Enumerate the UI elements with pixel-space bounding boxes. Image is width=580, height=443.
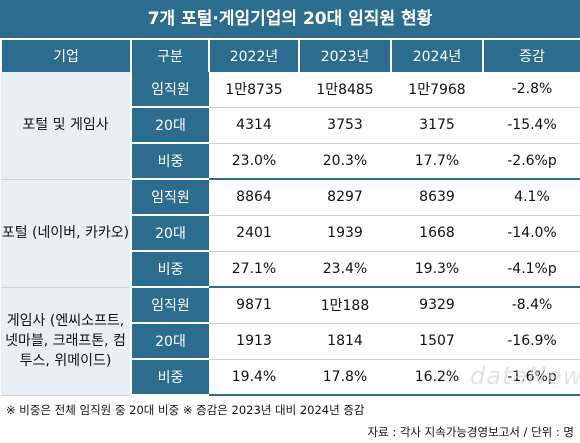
- category-cell: 20대: [131, 107, 209, 144]
- value-2023: 23.4%: [299, 251, 391, 288]
- value-2024: 19.3%: [391, 251, 483, 288]
- value-2022: 1913: [209, 323, 299, 360]
- value-2022: 9871: [209, 287, 299, 324]
- change-cell: -14.0%: [483, 215, 580, 252]
- table-row: 20대 1913 1814 1507 -16.9%: [1, 323, 580, 360]
- header-company: 기업: [0, 40, 132, 72]
- value-2022: 19.4%: [209, 359, 299, 396]
- change-cell: -8.4%: [483, 287, 580, 324]
- company-cell: 포털 및 게임사: [1, 72, 132, 180]
- value-2023: 8297: [299, 179, 391, 216]
- footnote: ※ 비중은 전체 임직원 중 20대 비중 ※ 증감은 2023년 대비 202…: [6, 403, 365, 417]
- watermark-logo: dataNews: [470, 362, 580, 390]
- table-row: 비중 19.4% 17.8% 16.2% -1.6%p: [1, 359, 580, 396]
- value-2022: 2401: [209, 215, 299, 252]
- value-2024: 9329: [391, 287, 483, 324]
- value-2024: 8639: [391, 179, 483, 216]
- change-cell: 4.1%: [483, 179, 580, 216]
- table-row: 20대 4314 3753 3175 -15.4%: [1, 107, 580, 144]
- value-2023: 1만188: [299, 287, 391, 324]
- category-cell: 비중: [131, 251, 209, 288]
- header-category: 구분: [130, 40, 210, 72]
- table-row: 20대 2401 1939 1668 -14.0%: [1, 215, 580, 252]
- value-2023: 1939: [299, 215, 391, 252]
- company-cell: 포털 (네이버, 카카오): [1, 179, 132, 288]
- category-cell: 임직원: [131, 72, 209, 108]
- value-2023: 20.3%: [299, 143, 391, 180]
- value-2022: 1만8735: [209, 72, 299, 108]
- category-cell: 임직원: [131, 287, 209, 324]
- value-2024: 17.7%: [391, 143, 483, 180]
- change-cell: -2.6%p: [483, 143, 580, 180]
- change-cell: -4.1%p: [483, 251, 580, 288]
- category-cell: 비중: [131, 359, 209, 396]
- value-2024: 3175: [391, 107, 483, 144]
- table-row: 게임사 (엔씨소프트, 넷마블, 크래프톤, 컴투스, 위메이드) 임직원 98…: [1, 287, 580, 396]
- source-note: 자료 : 각사 지속가능경영보고서 / 단위 : 명: [367, 425, 575, 439]
- change-cell: -15.4%: [483, 107, 580, 144]
- value-2024: 1507: [391, 323, 483, 360]
- value-2024: 16.2%: [391, 359, 483, 396]
- table-row: 포털 및 게임사 임직원 1만8735 1만8485 1만7968 -2.8%: [1, 72, 580, 180]
- value-2022: 8864: [209, 179, 299, 216]
- header-2024: 2024년: [390, 40, 484, 72]
- company-cell: 게임사 (엔씨소프트, 넷마블, 크래프톤, 컴투스, 위메이드): [1, 287, 132, 396]
- header-2022: 2022년: [208, 40, 300, 72]
- category-cell: 20대: [131, 215, 209, 252]
- value-2022: 27.1%: [209, 251, 299, 288]
- value-2024: 1668: [391, 215, 483, 252]
- value-2023: 1814: [299, 323, 391, 360]
- value-2022: 4314: [209, 107, 299, 144]
- table-title: 7개 포털·게임기업의 20대 임직원 현황: [0, 0, 580, 38]
- value-2023: 17.8%: [299, 359, 391, 396]
- value-2022: 23.0%: [209, 143, 299, 180]
- category-cell: 20대: [131, 323, 209, 360]
- value-2023: 1만8485: [299, 72, 391, 108]
- change-cell: -1.6%p: [483, 359, 580, 396]
- table-row: 비중 27.1% 23.4% 19.3% -4.1%p: [1, 251, 580, 288]
- change-cell: -2.8%: [483, 72, 580, 108]
- table-row: 포털 (네이버, 카카오) 임직원 8864 8297 8639 4.1%: [1, 179, 580, 288]
- header-2023: 2023년: [298, 40, 392, 72]
- header-row: 기업 구분 2022년 2023년 2024년 증감: [0, 40, 580, 72]
- header-change: 증감: [482, 40, 580, 72]
- employee-table: 기업 구분 2022년 2023년 2024년 증감 포털 및 게임사 임직원 …: [0, 40, 580, 396]
- category-cell: 임직원: [131, 179, 209, 216]
- change-cell: -16.9%: [483, 323, 580, 360]
- table-row: 비중 23.0% 20.3% 17.7% -2.6%p: [1, 143, 580, 180]
- value-2024: 1만7968: [391, 72, 483, 108]
- category-cell: 비중: [131, 143, 209, 180]
- value-2023: 3753: [299, 107, 391, 144]
